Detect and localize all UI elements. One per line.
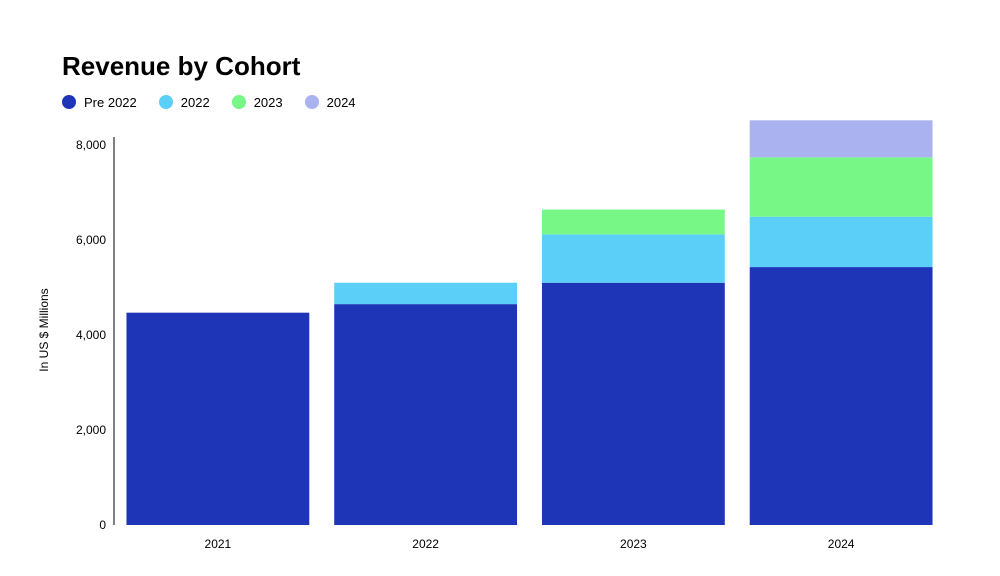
legend-label-2023: 2023 <box>253 94 283 110</box>
bars-layer <box>126 120 933 526</box>
x-category-label-2021: 2021 <box>205 537 232 551</box>
legend-item-2024: 2024 <box>304 94 356 110</box>
y-tick-label-2-000: 2,000 <box>76 423 106 437</box>
bar-2024-2023 <box>749 157 933 217</box>
x-categories: 2021 2022 2023 2024 <box>205 537 855 551</box>
legend-swatch-2024 <box>304 95 319 109</box>
y-tick-label-0: 0 <box>99 518 106 532</box>
legend-swatch-pre-2022 <box>62 95 76 109</box>
chart-title: Revenue by Cohort <box>62 51 301 81</box>
bar-2023-pre-2022 <box>541 282 725 525</box>
y-tick-label-4-000: 4,000 <box>76 328 106 342</box>
y-tick-label-6-000: 6,000 <box>76 233 106 247</box>
y-tick-label-8-000: 8,000 <box>76 138 106 152</box>
legend-item-2023: 2023 <box>231 94 283 110</box>
legend-item-2022: 2022 <box>158 94 210 110</box>
bar-2022-2022 <box>334 282 518 305</box>
x-category-label-2022: 2022 <box>412 537 439 551</box>
y-axis-label: In US $ Millions <box>37 288 51 371</box>
legend-swatch-2023 <box>231 95 246 109</box>
legend-label-2022: 2022 <box>180 94 210 110</box>
legend: Pre 2022 2022 2023 2024 <box>62 92 378 112</box>
legend-swatch-2022 <box>158 95 173 109</box>
bar-2024-pre-2022 <box>749 267 933 525</box>
bar-2021-pre-2022 <box>126 312 310 525</box>
bar-2023-2023 <box>541 209 725 235</box>
legend-label-2024: 2024 <box>326 94 356 110</box>
bar-2022-pre-2022 <box>334 304 518 526</box>
y-ticks: 0 2,000 4,000 6,000 8,000 <box>76 138 106 532</box>
x-category-label-2024: 2024 <box>828 537 855 551</box>
bar-2023-2022 <box>541 234 725 283</box>
bar-2024-2024 <box>749 120 933 158</box>
bar-2024-2022 <box>749 216 933 268</box>
x-category-label-2023: 2023 <box>620 537 647 551</box>
legend-item-pre-2022: Pre 2022 <box>62 95 137 110</box>
legend-label-pre-2022: Pre 2022 <box>84 94 137 110</box>
